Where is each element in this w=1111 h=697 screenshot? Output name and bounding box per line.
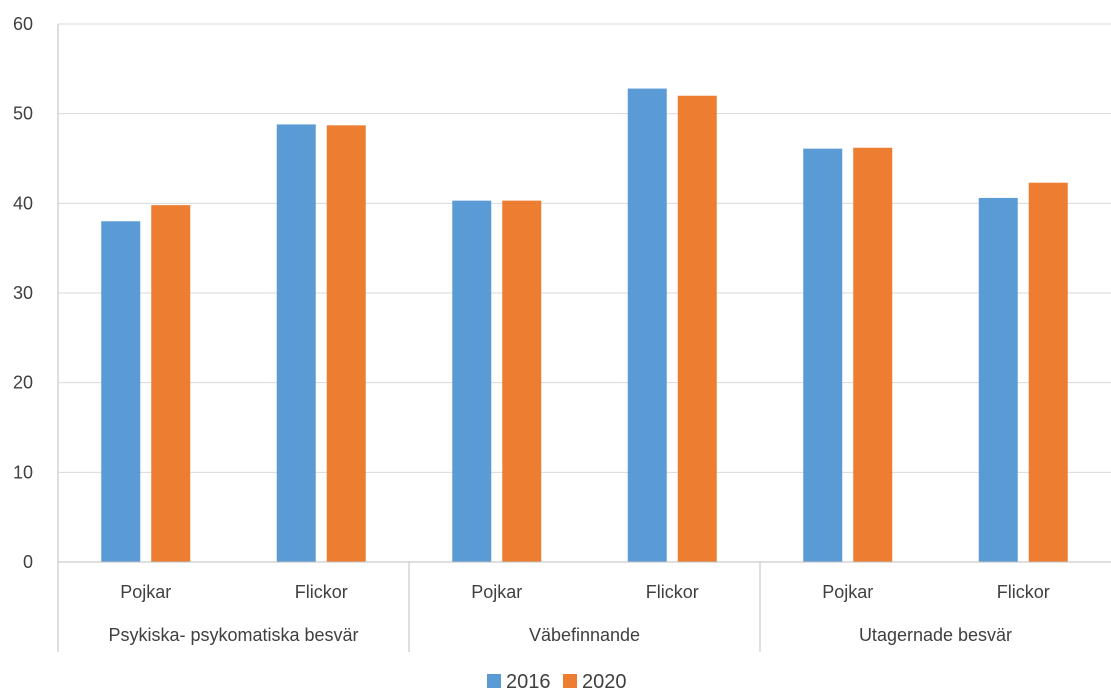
y-tick-label: 0 (23, 552, 33, 572)
bar-2016 (978, 197, 1018, 562)
group-label: Psykiska- psykomatiska besvär (108, 625, 358, 645)
bar-2016 (803, 148, 843, 563)
bar-2020 (502, 200, 542, 563)
category-label: Flickor (997, 582, 1050, 602)
bar-2020 (326, 125, 366, 562)
legend-label: 2016 (506, 671, 551, 693)
bar-2020 (853, 147, 893, 563)
category-label: Pojkar (120, 582, 171, 602)
legend-swatch-2020 (563, 674, 577, 688)
y-tick-label: 20 (13, 373, 33, 393)
bar-2016 (276, 124, 316, 562)
category-label: Pojkar (471, 582, 522, 602)
legend-swatch-2016 (487, 674, 501, 688)
y-tick-label: 30 (13, 283, 33, 303)
legend: 2016 2020 (487, 671, 627, 693)
bar-2016 (452, 200, 492, 563)
category-label: Flickor (646, 582, 699, 602)
axes (57, 24, 1111, 652)
group-label: Väbefinnande (529, 625, 640, 645)
bar-2020 (1028, 182, 1068, 562)
bar-2016 (627, 88, 667, 562)
category-label: Flickor (295, 582, 348, 602)
y-tick-label: 40 (13, 193, 33, 213)
bar-2020 (677, 95, 717, 562)
y-tick-label: 50 (13, 104, 33, 124)
bar-2016 (101, 221, 141, 562)
legend-label: 2020 (582, 671, 627, 693)
gridlines (58, 23, 1111, 473)
y-axis-ticks: 0 10 20 30 40 50 60 (13, 14, 33, 572)
category-label: Pojkar (822, 582, 873, 602)
y-tick-label: 10 (13, 462, 33, 482)
x-axis-labels: Pojkar Flickor Pojkar Flickor Pojkar Flickor P… (108, 582, 1049, 645)
group-label: Utagernade besvär (859, 625, 1012, 645)
y-tick-label: 60 (13, 14, 33, 34)
bar-2020 (151, 205, 191, 563)
bars (101, 88, 1068, 563)
